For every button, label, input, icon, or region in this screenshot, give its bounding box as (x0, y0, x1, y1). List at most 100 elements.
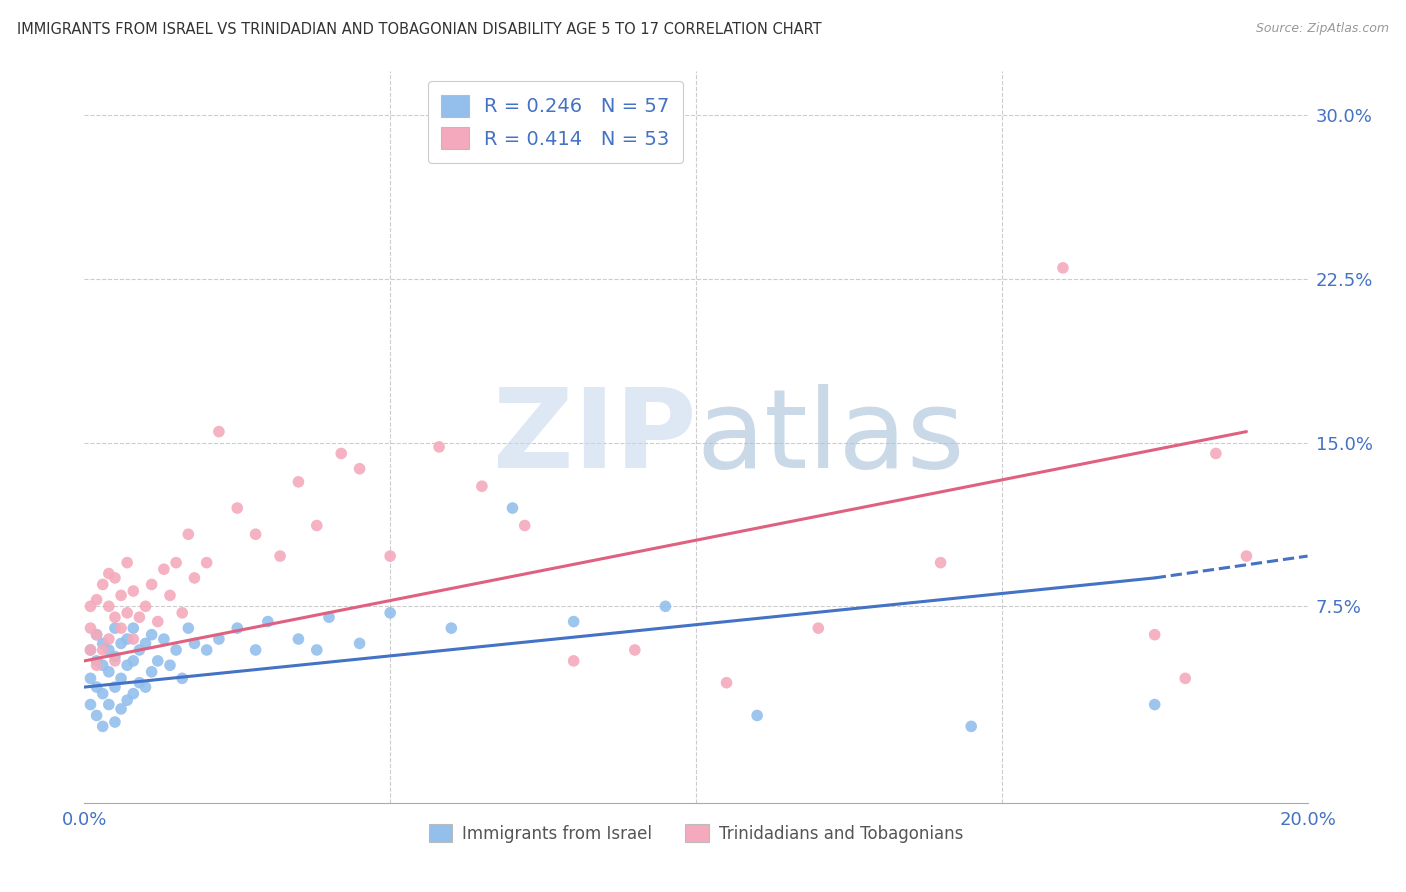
Point (110, 702, 132, 716)
Point (91, 643, 114, 657)
Point (195, 556, 218, 570)
Point (97, 698, 120, 712)
Point (104, 654, 127, 668)
Point (141, 577, 163, 591)
Point (807, 621, 830, 635)
Point (146, 615, 169, 629)
Point (122, 687, 145, 701)
Point (97, 665, 120, 679)
Point (104, 571, 127, 585)
Point (91, 719, 114, 733)
Point (1205, 446, 1227, 460)
Point (440, 621, 463, 635)
Point (115, 606, 138, 620)
Point (1143, 628, 1166, 642)
Point (104, 680, 127, 694)
Point (104, 649, 127, 664)
Point (135, 680, 157, 694)
Point (122, 584, 145, 599)
Point (513, 518, 536, 533)
Point (79, 599, 101, 614)
Point (122, 632, 145, 646)
Point (287, 475, 309, 489)
Point (257, 615, 280, 629)
Text: Source: ZipAtlas.com: Source: ZipAtlas.com (1256, 22, 1389, 36)
Point (110, 621, 132, 635)
Point (115, 693, 138, 707)
Point (91, 658, 114, 673)
Point (91, 577, 114, 591)
Point (159, 588, 181, 602)
Point (349, 636, 371, 650)
Point (97, 566, 120, 581)
Point (146, 654, 169, 668)
Point (79, 698, 101, 712)
Point (86, 628, 108, 642)
Point (91, 636, 114, 650)
Point (135, 599, 157, 614)
Text: atlas: atlas (696, 384, 965, 491)
Point (86, 654, 108, 668)
Point (471, 479, 494, 493)
Point (226, 501, 249, 516)
Point (305, 518, 328, 533)
Point (128, 643, 150, 657)
Point (135, 636, 157, 650)
Point (562, 654, 585, 668)
Point (349, 461, 371, 475)
Point (172, 671, 194, 685)
Point (195, 643, 218, 657)
Point (153, 562, 176, 576)
Point (1052, 260, 1074, 275)
Point (115, 632, 138, 646)
Point (86, 628, 108, 642)
Point (380, 606, 402, 620)
Point (183, 636, 205, 650)
Text: IMMIGRANTS FROM ISRAEL VS TRINIDADIAN AND TOBAGONIAN DISABILITY AGE 5 TO 17 CORR: IMMIGRANTS FROM ISRAEL VS TRINIDADIAN AN… (17, 22, 821, 37)
Point (159, 658, 181, 673)
Point (97, 599, 120, 614)
Point (165, 643, 187, 657)
Point (960, 719, 983, 733)
Point (208, 425, 231, 439)
Point (245, 643, 267, 657)
Point (122, 654, 145, 668)
Point (318, 610, 340, 624)
Point (153, 632, 176, 646)
Point (86, 708, 108, 723)
Point (929, 556, 952, 570)
Text: ZIP: ZIP (492, 384, 696, 491)
Legend: Immigrants from Israel, Trinidadians and Tobagonians: Immigrants from Israel, Trinidadians and… (422, 818, 970, 849)
Point (128, 610, 150, 624)
Point (172, 606, 194, 620)
Point (104, 714, 127, 729)
Point (86, 680, 108, 694)
Point (97, 632, 120, 646)
Point (716, 675, 738, 690)
Point (177, 621, 200, 635)
Point (165, 556, 187, 570)
Point (86, 592, 108, 607)
Point (1236, 549, 1258, 563)
Point (305, 643, 328, 657)
Point (654, 599, 676, 614)
Point (141, 665, 163, 679)
Point (183, 571, 205, 585)
Point (330, 446, 353, 460)
Point (380, 549, 402, 563)
Point (128, 675, 150, 690)
Point (115, 658, 138, 673)
Point (245, 527, 267, 541)
Point (110, 636, 132, 650)
Point (562, 615, 585, 629)
Point (122, 621, 145, 635)
Point (110, 588, 132, 602)
Point (79, 643, 101, 657)
Point (226, 621, 249, 635)
Point (104, 610, 127, 624)
Point (287, 632, 309, 646)
Point (91, 687, 114, 701)
Point (427, 440, 450, 454)
Point (110, 671, 132, 685)
Point (97, 643, 120, 657)
